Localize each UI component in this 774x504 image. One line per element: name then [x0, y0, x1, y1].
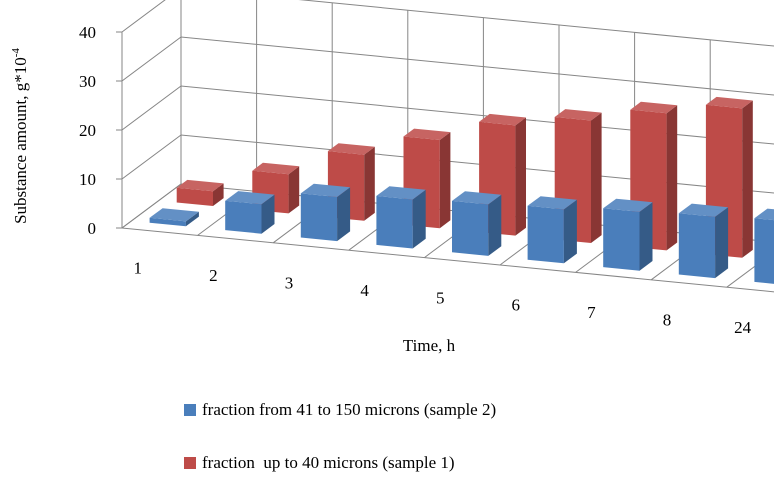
- bar-top-face: [527, 196, 577, 210]
- y-tick-label: 0: [88, 219, 97, 238]
- bar-side-face: [364, 146, 375, 221]
- bar-front-face: [452, 200, 489, 256]
- bar-top-face: [176, 179, 224, 192]
- bar-side-face: [591, 112, 602, 243]
- y-axis: 0 10 20 30 40: [79, 23, 122, 238]
- bar-side-face: [213, 183, 224, 206]
- y-tick-label: 30: [79, 72, 96, 91]
- bar: [603, 198, 653, 271]
- bar-top-face: [403, 128, 451, 140]
- bar-side-face: [639, 202, 653, 271]
- bar-side-face: [515, 117, 526, 236]
- bar-side-face: [488, 194, 502, 256]
- legend-swatch-sample-2: [184, 404, 196, 416]
- chart: 0 10 20 30 40 1 2 3 4 5 6 7 8 24 Time, h Substance a…: [10, 0, 774, 355]
- bar-side-face: [742, 100, 753, 258]
- y-tick-label: 20: [79, 121, 96, 140]
- x-tick-label: 1: [134, 259, 143, 278]
- legend-item-sample-1: fraction up to 40 microns (sample 1): [184, 451, 704, 475]
- bar: [176, 179, 224, 206]
- x-tick-label: 6: [512, 296, 521, 315]
- bar-top-face: [376, 186, 426, 200]
- y-axis-title-main: Substance amount, g*10: [11, 57, 30, 224]
- legend: fraction from 41 to 150 microns (sample …: [184, 398, 704, 504]
- x-tick-label: 24: [734, 318, 752, 337]
- bar-top-face: [479, 113, 526, 126]
- bar: [527, 196, 577, 264]
- x-tick-label: 2: [209, 266, 218, 285]
- bar-front-face: [603, 208, 640, 271]
- bar-top-face: [452, 191, 502, 205]
- x-axis: 1 2 3 4 5 6 7 8 24: [134, 259, 752, 337]
- x-tick-label: 4: [360, 281, 369, 300]
- bar-front-face: [225, 200, 262, 234]
- bar-top-face: [225, 191, 275, 205]
- bar-front-face: [754, 218, 774, 284]
- x-tick-label: 7: [587, 303, 596, 322]
- bar-top-face: [300, 183, 351, 197]
- bar-top-face: [754, 208, 774, 221]
- chart-bars: [149, 96, 774, 284]
- x-axis-line: [121, 227, 774, 293]
- gridline-horizontal: [121, 36, 774, 96]
- bar: [149, 208, 199, 227]
- bar-side-face: [261, 194, 275, 234]
- bar-side-face: [412, 189, 426, 249]
- bar-top-face: [603, 198, 653, 212]
- bar-top-face: [554, 109, 602, 121]
- bar: [452, 191, 502, 256]
- y-tick-label: 40: [79, 23, 96, 42]
- gridline-horizontal: [121, 0, 774, 47]
- bar-side-face: [439, 132, 451, 229]
- bar-side-face: [666, 105, 678, 251]
- bar-front-face: [376, 195, 413, 249]
- legend-label-sample-2: fraction from 41 to 150 microns (sample …: [202, 400, 497, 419]
- bar-top-face: [327, 143, 375, 155]
- bar: [300, 183, 351, 242]
- bar-front-face: [527, 205, 564, 264]
- legend-item-sample-2: fraction from 41 to 150 microns (sample …: [184, 398, 704, 422]
- bar-side-face: [288, 166, 300, 214]
- x-axis-title: Time, h: [403, 336, 456, 355]
- floor-gridline: [121, 183, 182, 229]
- bar-front-face: [300, 193, 338, 242]
- bar-side-face: [563, 199, 577, 264]
- y-axis-title: Substance amount, g*10-4: [10, 48, 30, 224]
- legend-swatch-sample-1: [184, 457, 196, 469]
- bar: [678, 203, 729, 279]
- bar: [630, 101, 678, 251]
- bar-front-face: [149, 217, 186, 227]
- bar-top-face: [678, 203, 729, 217]
- bar-front-face: [176, 187, 213, 206]
- bar: [225, 191, 275, 234]
- x-tick-label: 5: [436, 288, 445, 307]
- bar-top-face: [149, 208, 199, 222]
- bar-side-face: [715, 207, 729, 279]
- x-tick-label: 8: [663, 311, 672, 330]
- bar-side-face: [185, 211, 199, 227]
- y-tick-label: 10: [79, 170, 96, 189]
- bar-top-face: [630, 101, 678, 114]
- y-axis-title-exponent: -4: [10, 48, 22, 58]
- bar: [376, 186, 426, 249]
- bar-side-face: [337, 187, 351, 242]
- x-tick-label: 3: [285, 274, 294, 293]
- bar-top-face: [252, 162, 300, 175]
- bar-top-face: [705, 96, 753, 109]
- legend-label-sample-1: fraction up to 40 microns (sample 1): [202, 453, 455, 472]
- bar: [754, 208, 774, 284]
- bar-front-face: [678, 213, 716, 279]
